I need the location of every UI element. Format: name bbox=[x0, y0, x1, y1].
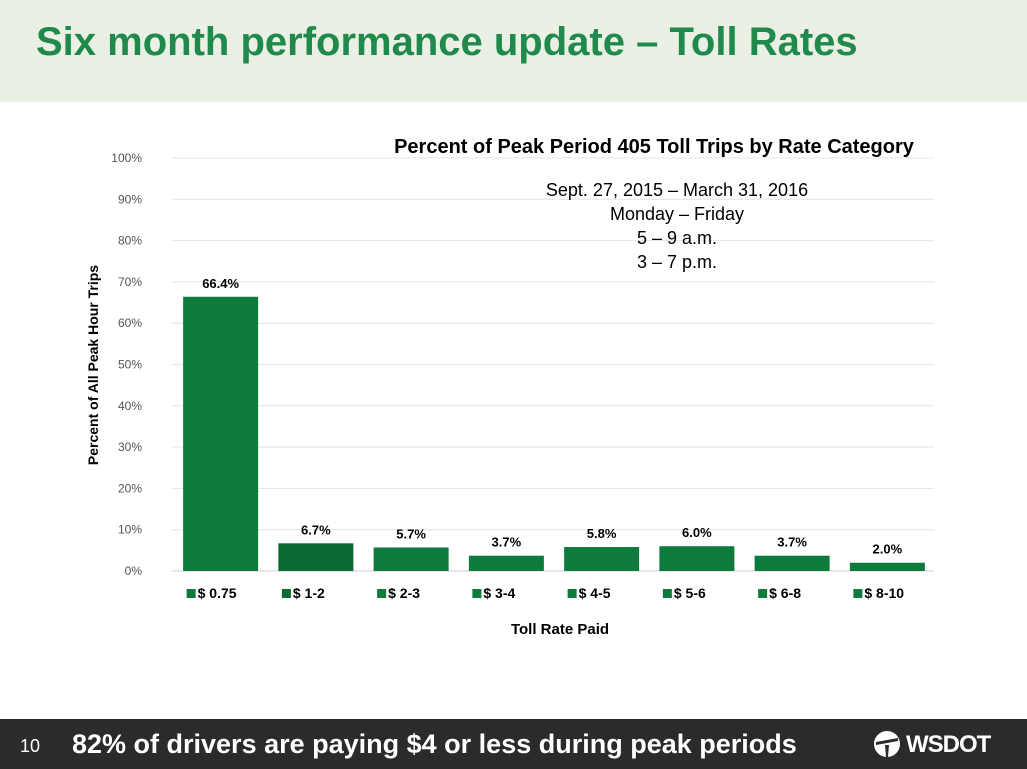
data-label: 2.0% bbox=[873, 542, 903, 557]
bar bbox=[373, 547, 449, 571]
y-tick-label: 80% bbox=[118, 234, 142, 248]
bar bbox=[754, 555, 830, 571]
data-label: 6.7% bbox=[301, 522, 331, 537]
x-tick-label: $ 3-4 bbox=[483, 585, 515, 601]
annotation-date-range: Sept. 27, 2015 – March 31, 2016 bbox=[546, 180, 808, 200]
annotation-evening-hours: 3 – 7 p.m. bbox=[637, 252, 717, 272]
category-marker bbox=[758, 589, 768, 598]
wsdot-logo: WSDOT bbox=[872, 729, 1008, 759]
x-tick-label: $ 1-2 bbox=[293, 585, 325, 601]
y-tick-label: 20% bbox=[118, 481, 142, 495]
x-tick-label: $ 5-6 bbox=[674, 585, 706, 601]
category-marker bbox=[186, 589, 196, 598]
x-axis-label: Toll Rate Paid bbox=[511, 621, 609, 638]
page-number: 10 bbox=[20, 736, 41, 756]
data-label: 3.7% bbox=[492, 535, 522, 550]
data-label: 5.8% bbox=[587, 526, 617, 541]
footer-message: 82% of drivers are paying $4 or less dur… bbox=[72, 729, 797, 759]
category-marker bbox=[567, 589, 577, 598]
bar bbox=[849, 562, 925, 571]
x-tick-label: $ 6-8 bbox=[769, 585, 801, 601]
chart-title: Percent of Peak Period 405 Toll Trips by… bbox=[394, 136, 915, 158]
y-tick-label: 0% bbox=[125, 564, 143, 578]
chart-gridlines bbox=[172, 157, 934, 572]
y-tick-label: 30% bbox=[118, 440, 142, 454]
category-marker bbox=[377, 589, 387, 598]
chart-annotation: Sept. 27, 2015 – March 31, 2016 Monday –… bbox=[546, 180, 808, 272]
x-tick-label: $ 2-3 bbox=[388, 585, 420, 601]
bar bbox=[183, 296, 259, 571]
y-axis-label: Percent of All Peak Hour Trips bbox=[85, 265, 101, 465]
bar bbox=[564, 547, 640, 571]
data-label: 66.4% bbox=[202, 276, 239, 291]
slide-header: Six month performance update – Toll Rate… bbox=[0, 0, 1027, 102]
y-tick-label: 10% bbox=[118, 523, 142, 537]
y-tick-label: 50% bbox=[118, 358, 142, 372]
category-marker bbox=[472, 589, 482, 598]
wsdot-logo-icon bbox=[874, 731, 900, 757]
category-marker bbox=[281, 589, 291, 598]
y-tick-label: 40% bbox=[118, 399, 142, 413]
annotation-morning-hours: 5 – 9 a.m. bbox=[637, 228, 717, 248]
chart-data-labels: 66.4% 6.7% 5.7% 3.7% 5.8% 6.0% 3.7% 2.0% bbox=[202, 276, 902, 557]
y-tick-label: 70% bbox=[118, 275, 142, 289]
bar bbox=[278, 543, 354, 571]
category-marker bbox=[853, 589, 863, 598]
x-axis-categories: $ 0.75 $ 1-2 $ 2-3 $ 3-4 $ 4-5 $ 5-6 $ 6-8 $ 8-… bbox=[186, 585, 904, 601]
y-axis-ticks: 0% 10% 20% 30% 40% 50% 60% 70% 80% 90% 100% bbox=[111, 151, 142, 578]
data-label: 5.7% bbox=[396, 526, 426, 541]
bar bbox=[659, 546, 735, 571]
chart-bars bbox=[183, 296, 925, 571]
category-marker bbox=[662, 589, 672, 598]
y-tick-label: 60% bbox=[118, 316, 142, 330]
wsdot-logo-text: WSDOT bbox=[906, 731, 991, 758]
data-label: 3.7% bbox=[777, 535, 807, 550]
y-tick-label: 90% bbox=[118, 192, 142, 206]
bar-chart: 0%10%20%30%40%50%60%70%80%90%100% 66.4%6… bbox=[85, 136, 934, 638]
x-tick-label: $ 8-10 bbox=[864, 585, 904, 601]
y-tick-label: 100% bbox=[111, 151, 142, 165]
x-tick-label: $ 4-5 bbox=[579, 585, 611, 601]
annotation-days: Monday – Friday bbox=[610, 204, 744, 224]
slide-title: Six month performance update – Toll Rate… bbox=[36, 20, 858, 64]
x-tick-label: $ 0.75 bbox=[198, 585, 237, 601]
slide-footer: 10 82% of drivers are paying $4 or less … bbox=[0, 719, 1027, 769]
data-label: 6.0% bbox=[682, 525, 712, 540]
bar bbox=[468, 555, 544, 571]
